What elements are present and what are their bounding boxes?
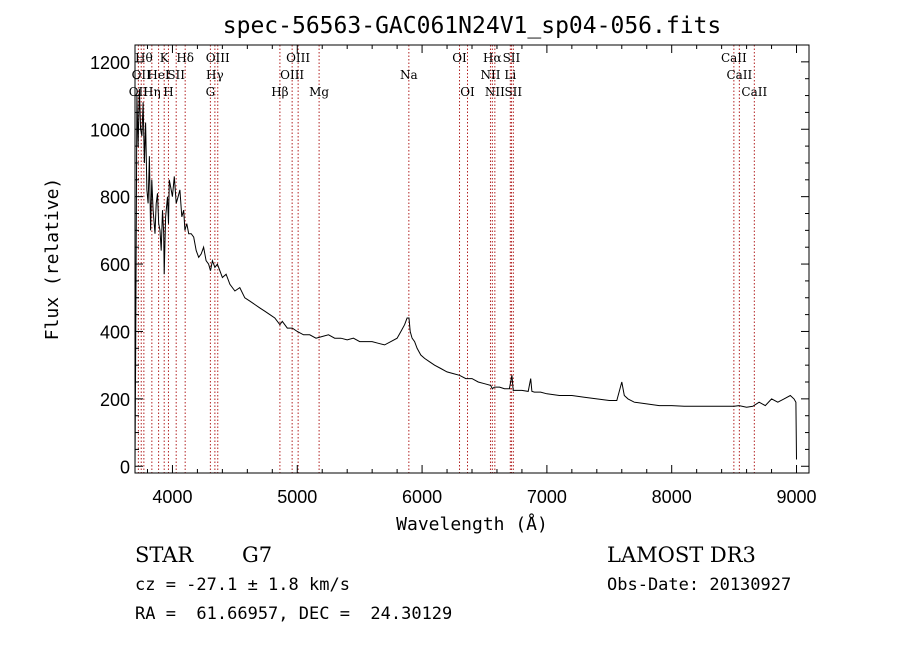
survey-name: LAMOST DR3 (607, 543, 756, 567)
spectral-line-label: OII (129, 85, 149, 99)
x-tick-label: 8000 (652, 487, 692, 507)
y-tick-label: 800 (100, 188, 130, 208)
spectral-line-label: Hα (483, 51, 502, 65)
spectral-line-labels: OIIOIIHθHηHeIKHSIIHδGHγOIIIHβOIIIOIIIMgN… (129, 51, 768, 99)
spectral-line-label: NII (480, 68, 500, 82)
spectral-line-label: Na (400, 68, 418, 82)
axis-ticks: 4000 5000 6000 7000 8000 9000 0 200 400 600 800 100… (90, 44, 817, 507)
spectral-line-label: SII (167, 68, 185, 82)
spectral-line-label: OIII (206, 51, 230, 65)
x-tick-label: 7000 (527, 487, 567, 507)
y-tick-label: 400 (100, 322, 130, 342)
y-tick-label: 600 (100, 255, 130, 275)
x-tick-label: 9000 (776, 487, 816, 507)
object-subclass: G7 (242, 543, 272, 567)
y-axis-label: Flux (relative) (42, 178, 63, 341)
spectral-line-label: Mg (309, 85, 329, 99)
chart-title: spec-56563-GAC061N24V1_sp04-056.fits (223, 13, 722, 39)
spectral-line-label: Li (504, 68, 516, 82)
spectral-line-label: K (160, 51, 170, 65)
spectral-line-label: SII (504, 85, 522, 99)
x-tick-label: 6000 (402, 487, 442, 507)
spectral-line-label: OIII (280, 68, 304, 82)
spectrum-series-line (134, 88, 797, 467)
spectral-line-label: HeI (147, 68, 170, 82)
spectral-line-label: H (163, 85, 173, 99)
y-tick-label: 1200 (90, 53, 130, 73)
x-axis-label: Wavelength (Å) (396, 513, 548, 535)
y-tick-label: 0 (120, 457, 130, 477)
y-tick-label: 200 (100, 390, 130, 410)
spectral-line-label: CaII (721, 51, 747, 65)
spectral-line-label: CaII (726, 68, 752, 82)
coordinates: RA = 61.66957, DEC = 24.30129 (135, 604, 452, 624)
redshift-velocity: cz = -27.1 ± 1.8 km/s (135, 575, 350, 595)
observation-date: Obs-Date: 20130927 (607, 575, 791, 595)
spectral-line-label: OIII (286, 51, 310, 65)
x-tick-label: 4000 (152, 487, 192, 507)
object-class: STAR (135, 543, 194, 567)
spectral-line-label: Hβ (271, 85, 288, 99)
x-tick-label: 5000 (277, 487, 317, 507)
spectral-line-label: Hη (143, 85, 161, 99)
y-tick-label: 1000 (90, 120, 130, 140)
spectral-line-label: CaII (741, 85, 767, 99)
spectral-line-label: G (206, 85, 216, 99)
spectral-lines (137, 45, 755, 473)
plot-frame (134, 44, 810, 474)
spectral-line-label: OI (452, 51, 467, 65)
spectral-line-label: Hθ (135, 51, 153, 65)
spectral-line-label: Hδ (176, 51, 194, 65)
spectral-line-label: SII (503, 51, 521, 65)
spectral-line-label: OI (460, 85, 475, 99)
spectral-line-label: Hγ (206, 68, 224, 82)
spectral-line-label: NII (485, 85, 505, 99)
